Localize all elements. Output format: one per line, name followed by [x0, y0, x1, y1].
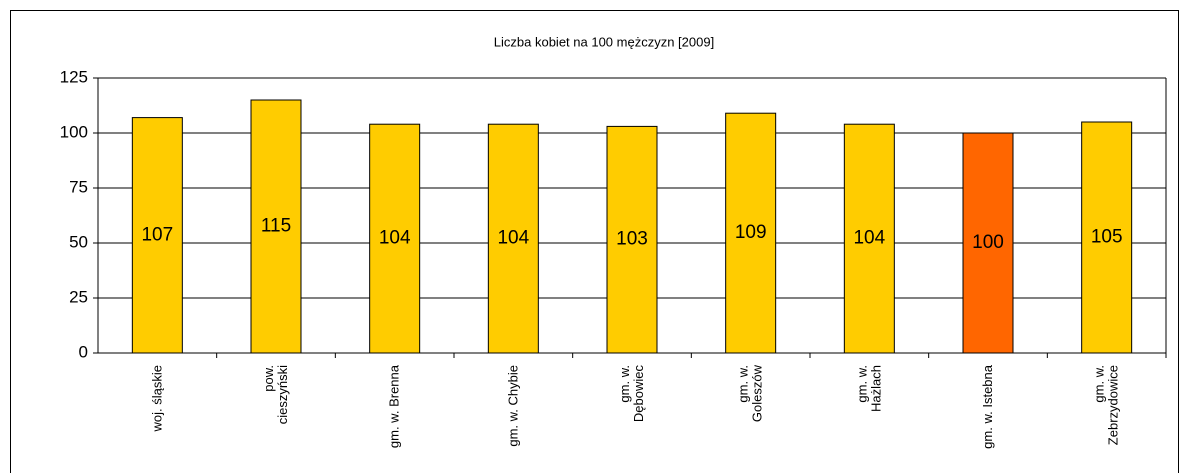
y-tick-label: 125 — [60, 67, 88, 86]
y-tick-label: 75 — [69, 177, 88, 196]
value-label: 109 — [735, 222, 767, 243]
x-tick-label: gm. w.Hażlach — [854, 365, 883, 412]
y-tick-label: 50 — [69, 232, 88, 251]
value-label: 104 — [497, 228, 529, 249]
value-label: 115 — [261, 216, 291, 237]
x-tick-label: gm. w. Istebna — [980, 364, 995, 449]
x-tick-label: gm. w.Goleszów — [736, 364, 765, 422]
bar — [843, 123, 895, 354]
y-tick-label: 25 — [69, 287, 88, 306]
x-tick-label: woj. śląskie — [149, 365, 164, 432]
chart-title: Liczba kobiet na 100 mężczyzn [2009] — [494, 34, 714, 49]
x-tick-label: gm. w.Dębowiec — [617, 365, 646, 423]
x-tick-label: pow.cieszyński — [261, 365, 290, 424]
x-tick-label: gm. w.Zebrzydowice — [1092, 365, 1121, 445]
x-tick-label: gm. w. Chybie — [505, 365, 520, 447]
value-label: 104 — [853, 228, 885, 249]
y-tick-label: 0 — [79, 342, 88, 361]
value-label: 100 — [972, 232, 1004, 253]
value-label: 103 — [616, 229, 648, 250]
bar — [962, 132, 1014, 354]
value-label: 104 — [379, 228, 411, 249]
bar — [606, 125, 658, 354]
bar — [369, 123, 421, 354]
x-tick-label: gm. w. Brenna — [387, 364, 402, 448]
bar — [250, 99, 302, 354]
bar — [725, 112, 777, 354]
value-label: 107 — [141, 224, 173, 245]
bar — [1081, 121, 1133, 354]
bar — [487, 123, 539, 354]
bar — [131, 117, 183, 354]
value-label: 105 — [1091, 227, 1123, 248]
y-tick-label: 100 — [60, 122, 88, 141]
